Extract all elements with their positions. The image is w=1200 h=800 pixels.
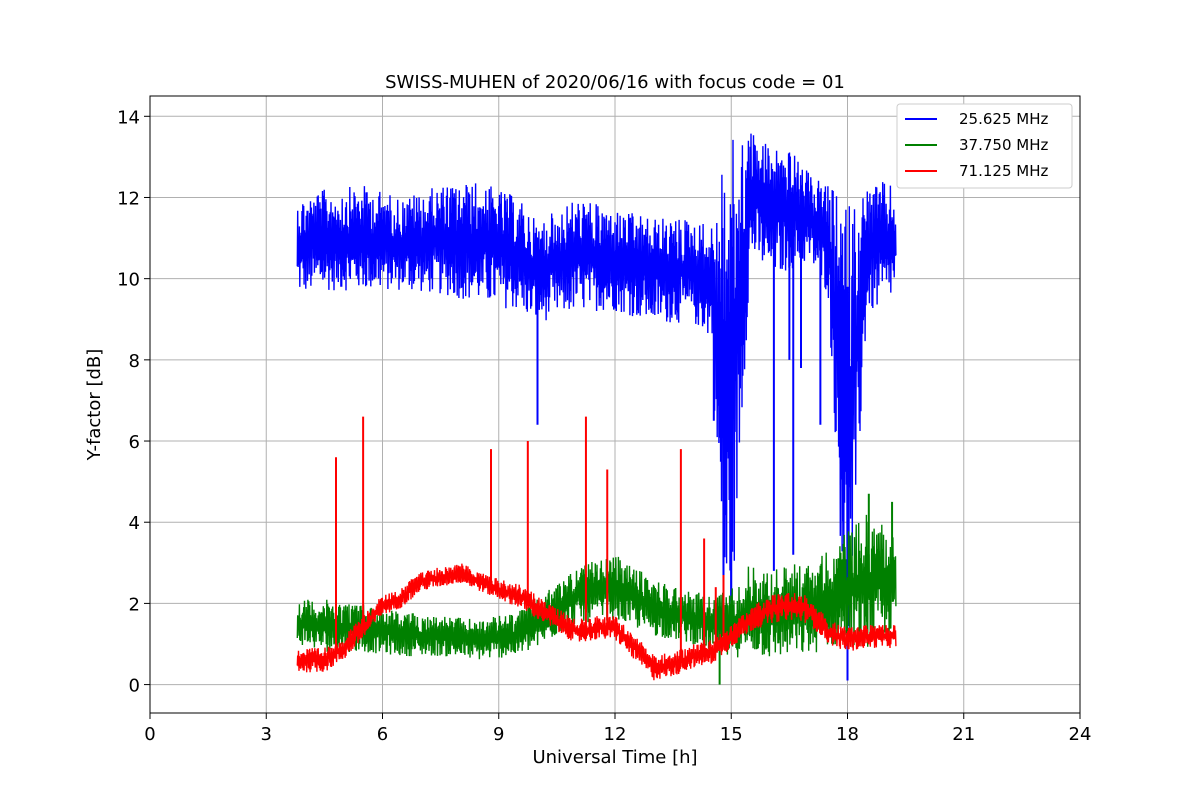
x-tick-label: 21 <box>952 724 975 745</box>
x-tick-label: 9 <box>493 724 504 745</box>
legend-label: 37.750 MHz <box>959 136 1048 154</box>
x-tick-label: 12 <box>604 724 627 745</box>
y-axis-label: Y-factor [dB] <box>84 349 105 462</box>
series-line <box>296 514 897 660</box>
x-axis-label: Universal Time [h] <box>532 747 697 768</box>
legend-label: 25.625 MHz <box>959 110 1048 128</box>
y-tick-label: 14 <box>117 107 140 128</box>
plot-series <box>296 133 897 685</box>
legend-label: 71.125 MHz <box>959 162 1048 180</box>
legend-box <box>896 103 1073 189</box>
x-tick-label: 15 <box>720 724 743 745</box>
legend: 25.625 MHz 37.750 MHz 71.125 MHz <box>896 103 1073 189</box>
y-tick-label: 6 <box>129 432 140 453</box>
y-tick-label: 0 <box>129 676 140 697</box>
y-tick-label: 10 <box>117 270 140 291</box>
y-tick-label: 8 <box>129 351 140 372</box>
x-tick-label: 3 <box>261 724 272 745</box>
y-tick-label: 4 <box>129 513 140 534</box>
series-line <box>296 133 897 627</box>
chart-title: SWISS-MUHEN of 2020/06/16 with focus cod… <box>385 72 845 93</box>
series-1 <box>296 133 897 681</box>
series-line <box>296 563 897 681</box>
x-tick-label: 24 <box>1069 724 1092 745</box>
y-tick-label: 2 <box>129 594 140 615</box>
y-tick-label: 12 <box>117 188 140 209</box>
series-3 <box>296 416 897 681</box>
x-tick-label: 6 <box>377 724 388 745</box>
x-tick-label: 18 <box>836 724 859 745</box>
x-tick-label: 0 <box>144 724 155 745</box>
